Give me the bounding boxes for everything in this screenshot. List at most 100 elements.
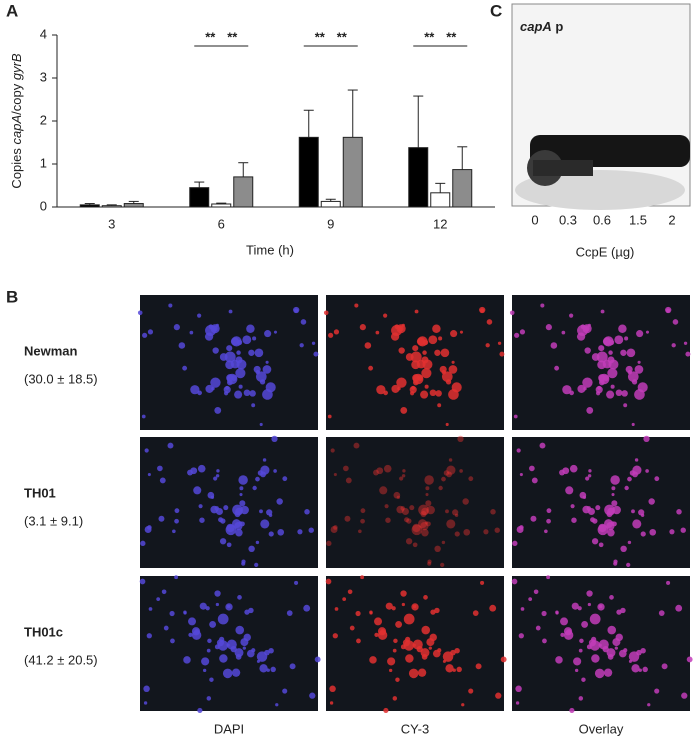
cell: [427, 561, 432, 566]
cell: [241, 559, 246, 564]
cell: [583, 325, 590, 332]
cell: [248, 545, 255, 553]
cell: [480, 580, 485, 585]
cell: [354, 303, 359, 308]
cell: [442, 651, 454, 662]
cell: [401, 323, 405, 327]
cell: [592, 518, 598, 524]
row-name: Newman: [24, 343, 78, 358]
cell: [277, 528, 285, 536]
cell: [529, 465, 535, 472]
x-tick-label: 3: [108, 216, 115, 231]
cell: [468, 476, 474, 482]
cell: [360, 508, 366, 514]
cell: [140, 540, 146, 547]
cell: [418, 519, 427, 528]
cell: [327, 414, 332, 419]
cell: [242, 335, 252, 345]
cell: [343, 465, 349, 472]
cell: [544, 529, 548, 534]
cell: [643, 435, 650, 443]
cell: [334, 607, 339, 611]
cell: [425, 493, 429, 497]
x-axis-label: Time (h): [246, 242, 294, 257]
cell: [219, 538, 227, 545]
cell: [226, 379, 233, 386]
cell: [395, 677, 400, 682]
cell: [576, 332, 586, 341]
cell: [399, 476, 404, 481]
cell: [581, 677, 586, 682]
y-tick-label: 3: [40, 69, 47, 84]
cell: [383, 313, 388, 318]
cell: [393, 491, 401, 499]
cell: [607, 653, 614, 660]
cell: [612, 638, 621, 647]
lane-label: 0.6: [593, 212, 611, 227]
cell: [257, 470, 264, 476]
cell: [417, 375, 423, 381]
cell: [445, 509, 449, 514]
cell: [654, 476, 660, 482]
micrograph: [137, 295, 319, 430]
cell: [452, 668, 456, 672]
cell: [420, 522, 429, 531]
cell: [499, 351, 505, 357]
cell: [330, 448, 335, 453]
cell: [546, 518, 551, 524]
cell: [246, 649, 255, 658]
cell: [410, 351, 422, 363]
cell: [441, 371, 453, 382]
cell: [394, 324, 400, 330]
y-tick-label: 2: [40, 112, 47, 127]
cell: [457, 435, 464, 443]
cell: [259, 664, 268, 673]
cell: [606, 390, 615, 399]
cell: [485, 343, 490, 348]
cell: [600, 309, 605, 314]
cell: [224, 351, 236, 363]
cell: [448, 458, 453, 462]
cell: [671, 343, 676, 348]
cell: [516, 526, 524, 533]
column-label: DAPI: [214, 721, 244, 736]
cell: [416, 645, 423, 653]
cell: [539, 442, 546, 449]
cell: [273, 330, 278, 334]
cell: [591, 654, 600, 663]
cell: [582, 377, 593, 388]
cell: [384, 504, 389, 509]
cell: [216, 469, 220, 473]
cell: [648, 498, 655, 505]
cell: [141, 414, 146, 419]
cell: [602, 645, 609, 653]
cell: [531, 477, 538, 484]
cell: [401, 602, 406, 607]
cell: [598, 542, 604, 548]
cell: [416, 337, 426, 346]
significance-label: **: [205, 29, 216, 44]
lane-label: 2: [668, 212, 675, 227]
cell: [255, 371, 267, 382]
cell: [401, 474, 406, 478]
cell: [607, 625, 617, 635]
cell: [440, 348, 450, 358]
cell: [248, 607, 254, 614]
cell: [405, 654, 414, 663]
cell: [270, 666, 276, 673]
cell: [353, 442, 360, 449]
cell: [226, 604, 231, 609]
bar: [342, 136, 363, 208]
cell: [396, 495, 401, 499]
label-part: capA: [9, 115, 24, 145]
cell: [459, 469, 463, 473]
cell: [148, 607, 153, 611]
cell: [276, 498, 283, 505]
cell: [636, 330, 644, 338]
cell: [607, 368, 618, 379]
cell: [642, 666, 648, 673]
cell: [514, 332, 520, 338]
micrograph: [512, 435, 690, 568]
cell: [400, 506, 406, 511]
cell: [645, 469, 649, 473]
